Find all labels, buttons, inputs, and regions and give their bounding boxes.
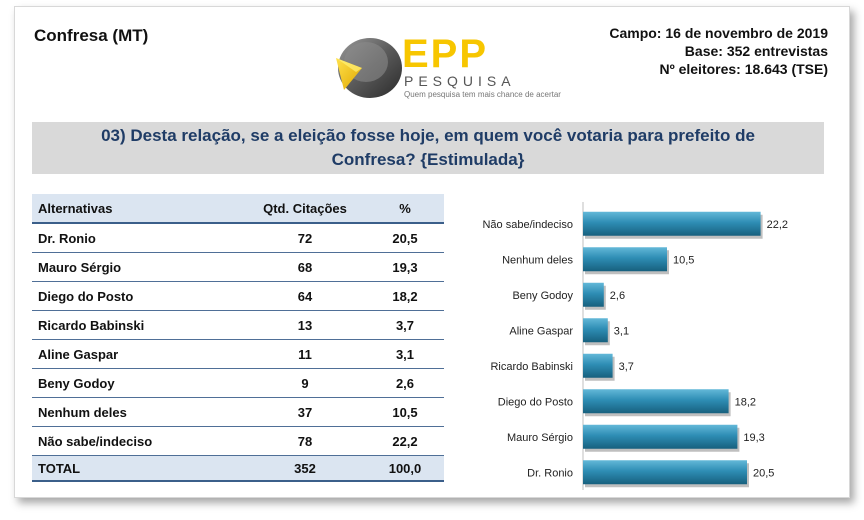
category-label: Mauro Sérgio — [507, 432, 573, 444]
row-count: 72 — [244, 223, 366, 253]
bar — [583, 247, 667, 272]
place-title: Confresa (MT) — [34, 26, 149, 45]
data-label: 18,2 — [735, 396, 756, 408]
row-name: Ricardo Babinski — [32, 310, 244, 340]
category-label: Beny Godoy — [512, 290, 573, 302]
row-name: Nenhum deles — [32, 397, 244, 427]
row-count: 37 — [244, 397, 366, 427]
bar-chart: Não sabe/indeciso 22,2 Nenhum deles 10,5 Ben… — [482, 202, 788, 490]
row-count: 64 — [244, 281, 366, 311]
row-percent: 3,7 — [366, 310, 444, 340]
category-label: Não sabe/indeciso — [482, 219, 573, 231]
total-label: TOTAL — [32, 455, 244, 482]
row-percent: 10,5 — [366, 397, 444, 427]
row-count: 68 — [244, 252, 366, 282]
epp-subtitle: PESQUISA — [404, 73, 516, 89]
table-total-row: TOTAL 352 100,0 — [32, 455, 444, 482]
col-alternatives: Alternativas — [32, 194, 244, 224]
total-count: 352 — [244, 455, 366, 482]
table-row: Ricardo Babinski 13 3,7 — [32, 310, 444, 340]
bar — [583, 424, 738, 449]
data-label: 19,3 — [743, 432, 764, 444]
row-percent: 3,1 — [366, 339, 444, 369]
total-percent: 100,0 — [366, 455, 444, 482]
row-percent: 2,6 — [366, 368, 444, 398]
bar — [583, 211, 761, 236]
epp-logo: EPP PESQUISA Quem pesquisa tem mais chan… — [332, 28, 561, 104]
sample-base: Base: 352 entrevistas — [684, 43, 828, 59]
field-date: Campo: 16 de novembro de 2019 — [609, 25, 828, 41]
row-count: 13 — [244, 310, 366, 340]
data-label: 22,2 — [767, 219, 788, 231]
category-label: Ricardo Babinski — [490, 361, 573, 373]
bar — [583, 282, 604, 307]
survey-info: Campo: 16 de novembro de 2019 Base: 352 … — [609, 24, 828, 78]
table-row: Diego do Posto 64 18,2 — [32, 281, 444, 311]
col-count: Qtd. Citações — [244, 194, 366, 224]
table-row: Nenhum deles 37 10,5 — [32, 397, 444, 427]
table-header-row: Alternativas Qtd. Citações % — [32, 194, 444, 224]
row-name: Mauro Sérgio — [32, 252, 244, 282]
col-percent: % — [366, 194, 444, 224]
row-name: Dr. Ronio — [32, 223, 244, 253]
bar — [583, 318, 608, 343]
row-count: 11 — [244, 339, 366, 369]
category-label: Diego do Posto — [498, 396, 573, 408]
row-percent: 20,5 — [366, 223, 444, 253]
epp-tagline: Quem pesquisa tem mais chance de acertar — [404, 90, 561, 99]
row-name: Diego do Posto — [32, 281, 244, 311]
data-label: 2,6 — [610, 290, 625, 302]
data-label: 20,5 — [753, 467, 774, 479]
voter-count: Nº eleitores: 18.643 (TSE) — [659, 61, 828, 77]
table-row: Aline Gaspar 11 3,1 — [32, 339, 444, 369]
row-count: 9 — [244, 368, 366, 398]
category-label: Dr. Ronio — [527, 467, 573, 479]
epp-logo-mark-icon — [336, 38, 402, 98]
question-text: 03) Desta relação, se a eleição fosse ho… — [101, 126, 755, 169]
row-count: 78 — [244, 426, 366, 456]
data-label: 3,7 — [619, 361, 634, 373]
bar — [583, 460, 747, 485]
row-name: Não sabe/indeciso — [32, 426, 244, 456]
bar — [583, 353, 613, 378]
row-percent: 19,3 — [366, 252, 444, 282]
row-name: Beny Godoy — [32, 368, 244, 398]
table-row: Dr. Ronio 72 20,5 — [32, 223, 444, 253]
data-label: 3,1 — [614, 325, 629, 337]
question-banner: 03) Desta relação, se a eleição fosse ho… — [32, 122, 824, 174]
category-label: Aline Gaspar — [509, 325, 573, 337]
table-row: Beny Godoy 9 2,6 — [32, 368, 444, 398]
table-row: Mauro Sérgio 68 19,3 — [32, 252, 444, 282]
data-label: 10,5 — [673, 254, 694, 266]
bar — [583, 389, 729, 414]
results-table: Alternativas Qtd. Citações % Dr. Ronio 7… — [32, 194, 444, 482]
row-percent: 22,2 — [366, 426, 444, 456]
row-name: Aline Gaspar — [32, 339, 244, 369]
epp-brand-text: EPP — [402, 32, 489, 76]
category-label: Nenhum deles — [502, 254, 573, 266]
table-row: Não sabe/indeciso 78 22,2 — [32, 426, 444, 456]
row-percent: 18,2 — [366, 281, 444, 311]
